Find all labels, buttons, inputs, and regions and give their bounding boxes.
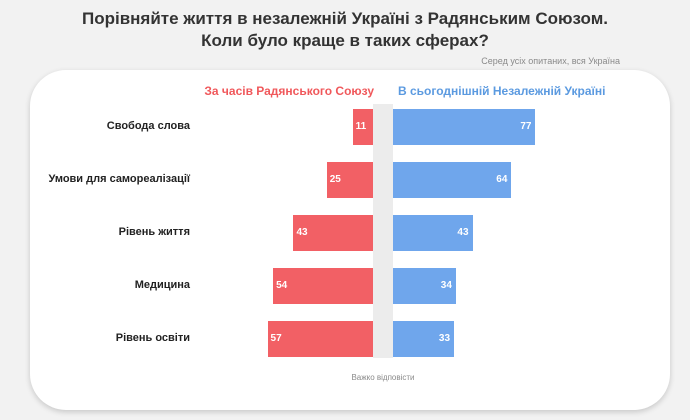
legend-soviet: За часів Радянського Союзу bbox=[204, 84, 374, 98]
no-answer-band bbox=[373, 104, 393, 358]
bar-soviet bbox=[293, 215, 373, 251]
chart-title: Порівняйте життя в незалежній Україні з … bbox=[0, 8, 690, 52]
value-label-soviet: 25 bbox=[329, 174, 341, 185]
category-label: Умови для самореалізації bbox=[48, 173, 190, 185]
value-label-soviet: 43 bbox=[296, 227, 308, 238]
category-label: Рівень життя bbox=[118, 226, 190, 238]
bar-soviet bbox=[352, 109, 373, 145]
value-label-independent: 43 bbox=[457, 227, 469, 238]
category-label: Свобода слова bbox=[106, 120, 190, 132]
bar-independent bbox=[393, 321, 455, 357]
value-label-soviet: 54 bbox=[276, 280, 288, 291]
value-label-independent: 77 bbox=[520, 121, 532, 132]
chart-subtitle: Серед усіх опитаних, вся Україна bbox=[481, 56, 620, 66]
value-label-independent: 33 bbox=[438, 333, 451, 344]
legend-independent: В сьогоднішній Незалежній Україні bbox=[398, 84, 606, 98]
bar-soviet bbox=[267, 321, 373, 357]
value-label-independent: 64 bbox=[496, 174, 508, 185]
value-label-independent: 34 bbox=[440, 280, 452, 291]
title-line-2: Коли було краще в таких сферах? bbox=[201, 31, 489, 50]
bar-independent bbox=[393, 109, 536, 145]
category-label: Рівень освіти bbox=[115, 332, 190, 344]
no-answer-label: Важко відповісти bbox=[351, 373, 415, 382]
title-line-1: Порівняйте життя в незалежній Україні з … bbox=[81, 9, 609, 28]
value-label-soviet: 11 bbox=[355, 121, 367, 132]
bar-soviet bbox=[273, 268, 373, 304]
bar-independent bbox=[393, 268, 456, 304]
category-label: Медицина bbox=[134, 279, 190, 291]
bar-independent bbox=[393, 215, 473, 251]
bar-soviet bbox=[326, 162, 373, 198]
bar-independent bbox=[393, 162, 512, 198]
value-label-soviet: 57 bbox=[270, 333, 282, 344]
